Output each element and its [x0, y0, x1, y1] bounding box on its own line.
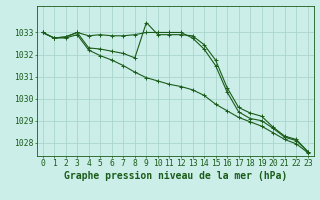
X-axis label: Graphe pression niveau de la mer (hPa): Graphe pression niveau de la mer (hPa)	[64, 171, 287, 181]
